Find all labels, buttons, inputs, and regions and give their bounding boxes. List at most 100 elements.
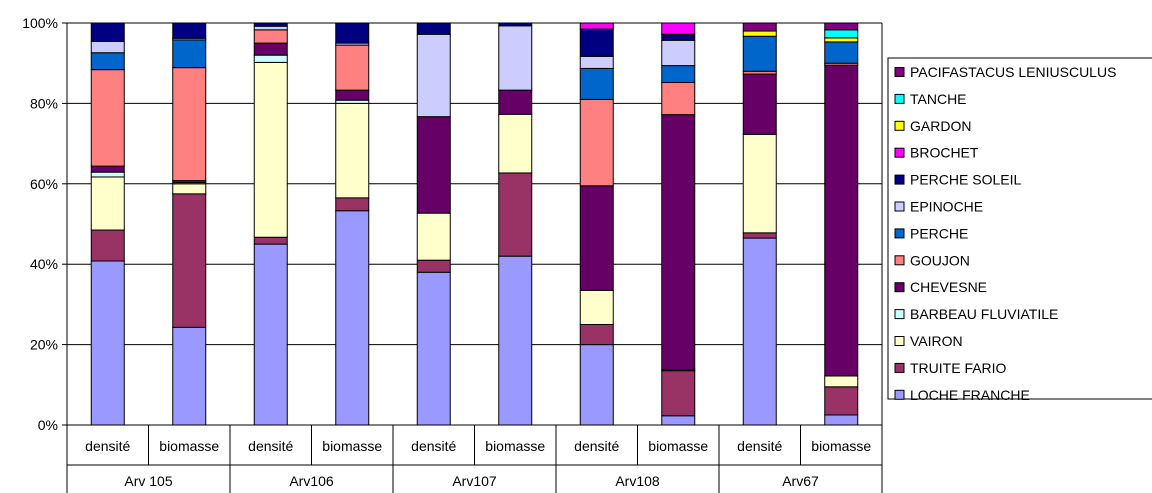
bar-segment — [172, 67, 207, 182]
x-tick-label: densité — [411, 438, 456, 454]
bar-segment — [253, 25, 288, 31]
legend-label: PACIFASTACUS LENIUSCULUS — [910, 64, 1116, 80]
legend-swatch — [894, 309, 905, 320]
bar-segments — [90, 22, 859, 426]
bar-segment — [172, 183, 207, 195]
legend-label: LOCHE FRANCHE — [910, 387, 1030, 403]
x-tick-label: densité — [248, 438, 293, 454]
bar-segment — [579, 55, 614, 69]
bar-segment — [416, 116, 451, 214]
legend-swatch — [894, 93, 905, 104]
x-group-label: Arv106 — [289, 473, 334, 489]
x-tick-label: densité — [737, 438, 782, 454]
legend-box — [887, 57, 1152, 400]
bar-segment — [742, 232, 777, 239]
legend-swatch — [894, 336, 905, 346]
bar-segment — [661, 33, 696, 41]
bar-segment — [824, 414, 859, 426]
bar-segment — [661, 65, 696, 83]
y-tick-label: 80% — [30, 95, 58, 111]
bar-segment — [416, 271, 451, 426]
bar-segment — [824, 37, 859, 43]
x-tick-label: biomasse — [811, 438, 871, 454]
bar-segment — [498, 255, 533, 426]
legend-label: GOUJON — [910, 252, 970, 268]
bar-segment — [661, 22, 696, 35]
bar-segment — [579, 22, 614, 30]
bar-segment — [579, 67, 614, 100]
bar-segment — [824, 375, 859, 388]
bar-segment — [90, 171, 125, 178]
legend-swatch — [894, 362, 905, 373]
bar-segment — [742, 30, 777, 37]
y-tick-label: 60% — [30, 176, 58, 192]
bar-segment — [498, 89, 533, 115]
bar-segment — [824, 64, 859, 377]
bar-segment — [90, 229, 125, 262]
bar-segment — [253, 42, 288, 56]
x-tick-label: biomasse — [322, 438, 382, 454]
bar-segment — [824, 41, 859, 64]
bar-segment — [90, 69, 125, 167]
x-group-label: Arv108 — [615, 473, 660, 489]
legend-swatch — [894, 67, 905, 77]
bar-segment — [253, 54, 288, 63]
bar-segment — [579, 98, 614, 187]
x-group-label: Arv 105 — [124, 473, 172, 489]
bar-segment — [253, 243, 288, 426]
x-tick-label: biomasse — [485, 438, 545, 454]
bar-segment — [661, 370, 696, 417]
bar-segment — [661, 114, 696, 371]
bar-segment — [742, 73, 777, 135]
bar-segment — [824, 386, 859, 416]
bar-segment — [335, 89, 370, 101]
bar-segment — [335, 210, 370, 426]
legend-swatch — [894, 201, 905, 212]
bar-segment — [253, 22, 288, 27]
legend-swatch — [894, 389, 905, 400]
bar-segment — [416, 33, 451, 118]
legend-label: CHEVESNE — [910, 279, 987, 295]
bar-segment — [253, 61, 288, 238]
bar-segment — [335, 44, 370, 91]
y-tick-label: 40% — [30, 256, 58, 272]
x-tick-label: densité — [85, 438, 130, 454]
legend-label: GARDON — [910, 118, 971, 134]
bar-segment — [742, 35, 777, 72]
bar-segment — [172, 39, 207, 69]
bar-segment — [335, 102, 370, 199]
legend-swatch — [894, 174, 905, 185]
legend-label: TANCHE — [910, 91, 967, 107]
legend-swatch — [894, 228, 905, 239]
axes — [62, 22, 883, 493]
bar-segment — [498, 172, 533, 257]
x-tick-label: biomasse — [159, 438, 219, 454]
y-axis-ticks: 0% 20% 40% 60% 80% 100% — [22, 15, 58, 433]
y-tick-label: 100% — [22, 15, 58, 31]
legend-label: EPINOCHE — [910, 199, 983, 215]
bar-segment — [579, 324, 614, 346]
legend: PACIFASTACUS LENIUSCULUS TANCHE GARDON BROC… — [887, 57, 1152, 403]
bar-segment — [253, 236, 288, 245]
bar-segment — [824, 29, 859, 39]
bar-segment — [90, 176, 125, 231]
bar-segment — [742, 133, 777, 234]
y-tick-label: 0% — [38, 417, 58, 433]
x-tick-label: biomasse — [648, 438, 708, 454]
bar-segment — [579, 28, 614, 57]
legend-label: PERCHE SOLEIL — [910, 172, 1021, 188]
bar-segment — [579, 344, 614, 426]
bar-segment — [416, 212, 451, 261]
bar-segment — [661, 415, 696, 426]
bar-segment — [90, 165, 125, 173]
legend-swatch — [894, 120, 905, 131]
legend-label: PERCHE — [910, 225, 968, 241]
bar-segment — [90, 40, 125, 54]
bar-segment — [90, 22, 125, 42]
bar-segment — [742, 237, 777, 426]
legend-swatch — [894, 147, 905, 158]
bar-segment — [661, 39, 696, 67]
bar-segment — [498, 113, 533, 174]
bar-segment — [335, 22, 370, 44]
bar-segment — [498, 22, 533, 27]
